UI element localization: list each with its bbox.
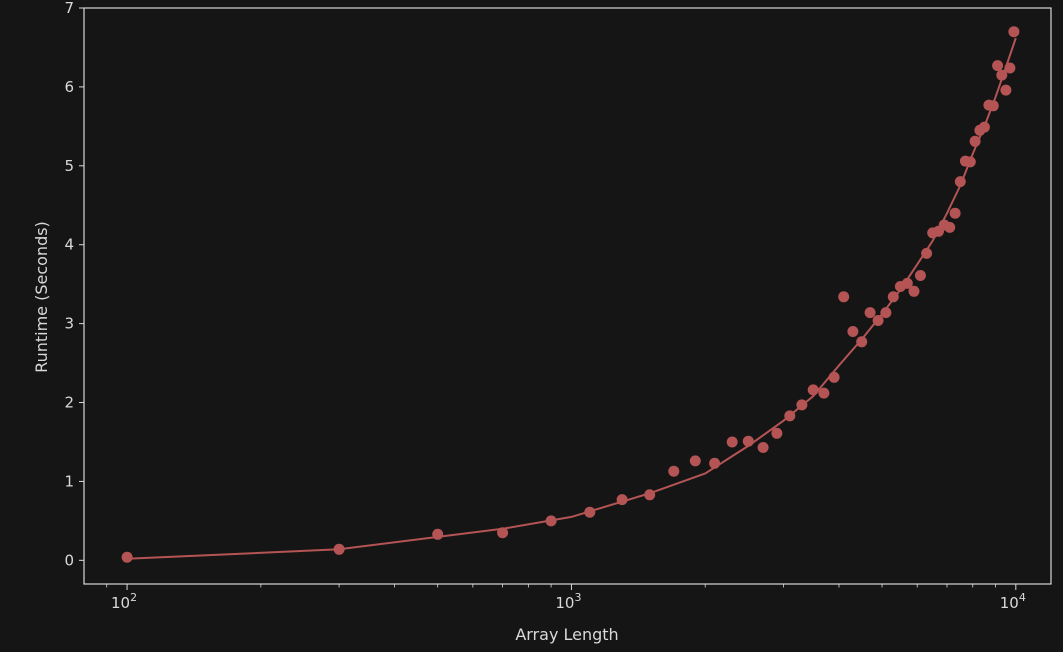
data-point [847,326,859,337]
data-point [828,371,840,383]
data-point [856,336,868,348]
y-tick-label: 2 [64,394,74,412]
data-point [872,315,884,326]
y-tick-label: 6 [64,78,74,96]
data-point [992,60,1004,72]
x-tick-base: 10 [555,594,574,612]
x-tick-base: 10 [1000,594,1019,612]
plot-area [121,26,1020,563]
data-point [954,176,966,188]
data-point [1008,26,1020,38]
data-point [921,247,933,259]
data-point [432,528,444,540]
y-tick-label: 5 [64,157,74,175]
data-point [689,455,701,467]
data-point [964,156,976,168]
data-point [949,207,961,219]
data-point [880,307,892,319]
data-point [987,100,999,112]
data-point [757,442,769,453]
data-point [726,436,738,448]
x-tick-exponent: 4 [1019,591,1026,604]
x-tick-label: 104 [1000,591,1026,612]
y-tick-label: 4 [64,236,74,254]
data-point [908,285,920,297]
y-tick-label: 0 [64,551,74,569]
data-point [333,543,345,555]
data-point [796,399,808,411]
x-tick-base: 10 [111,594,130,612]
data-point [668,465,680,477]
data-point [914,270,926,281]
y-axis: 0 1 2 3 4 5 6 7 [64,0,84,569]
x-axis-label: Array Length [515,625,618,644]
data-point [887,291,899,303]
y-tick-label: 3 [64,315,74,333]
data-point [807,384,819,396]
x-axis: 102 103 104 [106,584,1026,612]
data-point [1000,84,1012,96]
data-point [944,221,956,233]
data-point [818,387,830,399]
data-point [616,494,628,506]
fit-line [127,37,1017,560]
data-point [584,506,596,518]
data-point [969,135,981,147]
data-point [864,307,876,319]
data-point [497,527,509,539]
x-tick-exponent: 3 [574,591,581,604]
data-point [1004,62,1016,74]
axes-frame [83,7,1052,585]
data-point [978,121,990,133]
y-tick-label: 7 [64,0,74,17]
data-point [901,277,913,289]
data-point [784,410,796,422]
x-tick-label: 103 [555,591,581,612]
data-point [121,551,133,563]
data-point [838,291,850,303]
data-point [742,435,754,447]
data-point [545,515,557,527]
data-point [771,427,783,439]
data-point [996,69,1008,81]
y-tick-label: 1 [64,472,74,490]
x-tick-exponent: 2 [130,591,137,604]
y-axis-label: Runtime (Seconds) [32,221,51,373]
data-point [709,457,721,469]
data-point [644,489,656,501]
x-tick-label: 102 [111,591,137,612]
